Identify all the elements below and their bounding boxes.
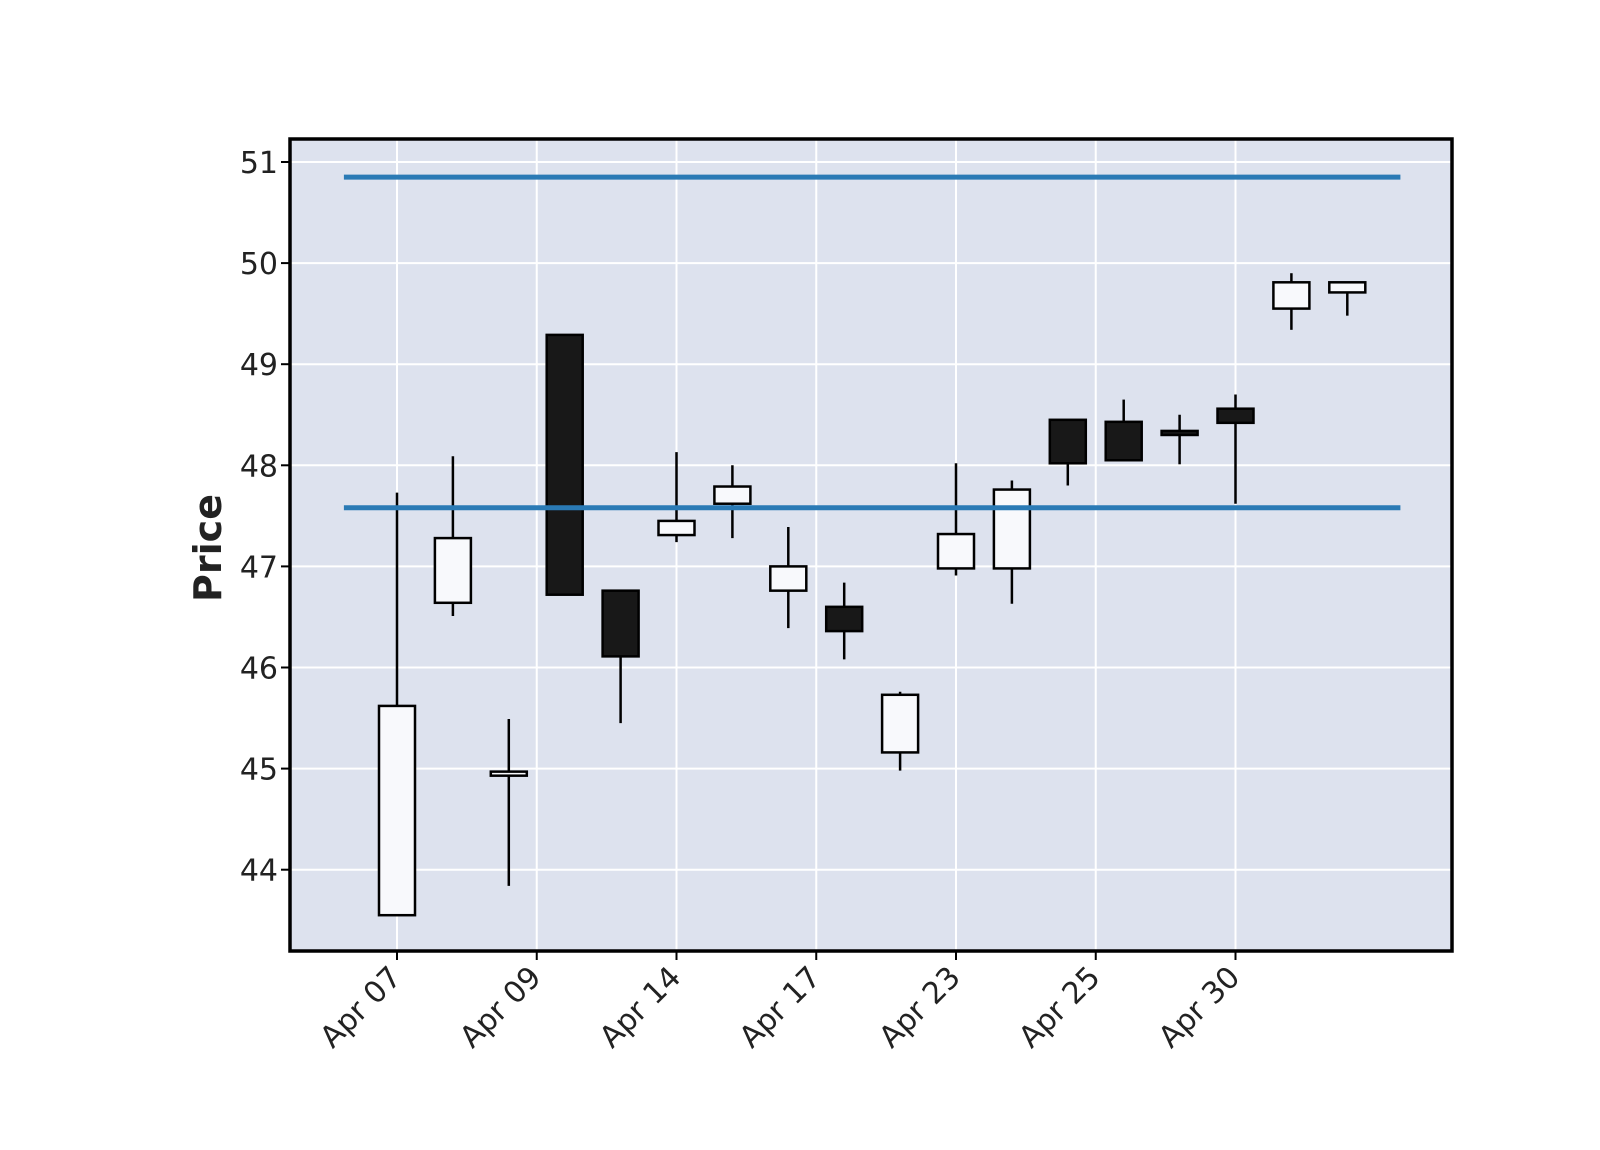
y-tick-label: 48 xyxy=(240,449,278,484)
plot-background xyxy=(290,139,1452,951)
candle-body xyxy=(1216,407,1255,425)
candle xyxy=(433,456,473,616)
candle-body xyxy=(601,589,640,658)
candle xyxy=(769,526,808,629)
candle-body xyxy=(713,485,752,505)
x-tick-label: Apr 17 xyxy=(733,960,828,1055)
candle-body xyxy=(824,605,864,633)
x-tick-label: Apr 07 xyxy=(313,960,408,1055)
candle xyxy=(1104,399,1143,462)
x-tick-label: Apr 09 xyxy=(453,960,548,1055)
candle xyxy=(713,465,752,539)
candle-body xyxy=(1272,281,1311,310)
candle-body xyxy=(1160,429,1199,437)
horizontal-lines xyxy=(343,174,1401,511)
candle-body xyxy=(433,536,473,605)
candle-body xyxy=(657,519,696,537)
y-tick-label: 46 xyxy=(240,652,278,687)
candle-body xyxy=(1104,420,1143,462)
candle-body xyxy=(545,333,584,596)
candle-body xyxy=(1328,281,1367,294)
candle xyxy=(1272,273,1311,330)
candle-body xyxy=(880,693,920,754)
candle xyxy=(601,589,640,724)
x-tick-label: Apr 25 xyxy=(1012,960,1107,1055)
candle xyxy=(992,480,1032,604)
candle-body xyxy=(936,532,976,570)
candle xyxy=(880,691,920,771)
y-tick-label: 51 xyxy=(240,146,278,181)
candle xyxy=(377,492,417,917)
candle xyxy=(1160,414,1199,465)
candle xyxy=(657,452,696,543)
y-tick-label: 49 xyxy=(240,348,278,383)
candle xyxy=(1328,281,1367,316)
y-axis-label: Price xyxy=(186,494,230,602)
x-tick-label: Apr 30 xyxy=(1152,960,1247,1055)
y-tick-label: 44 xyxy=(240,854,278,889)
candle xyxy=(1216,394,1255,504)
grid-lines xyxy=(290,139,1452,951)
plot-frame xyxy=(288,137,1454,953)
candles xyxy=(377,273,1367,917)
candle xyxy=(824,582,864,660)
y-tick-label: 47 xyxy=(240,550,278,585)
candle-body xyxy=(769,565,808,592)
y-tick-label: 50 xyxy=(240,247,278,282)
x-axis-ticks: Apr 07 Apr 09 Apr 14 Apr 17 Apr 23 Apr 25 Apr … xyxy=(313,951,1247,1055)
x-tick-label: Apr 14 xyxy=(593,960,688,1055)
y-tick-label: 45 xyxy=(240,753,278,788)
candle xyxy=(1048,418,1088,486)
x-tick-label: Apr 23 xyxy=(872,960,967,1055)
candle xyxy=(936,463,976,576)
candle-body xyxy=(992,488,1032,570)
candle xyxy=(489,719,529,886)
candle xyxy=(545,333,584,596)
candle-body xyxy=(489,770,529,777)
y-axis-ticks: 44 45 46 47 48 49 50 51 xyxy=(240,146,290,889)
candle-body xyxy=(1048,418,1088,465)
candle-body xyxy=(377,704,417,917)
